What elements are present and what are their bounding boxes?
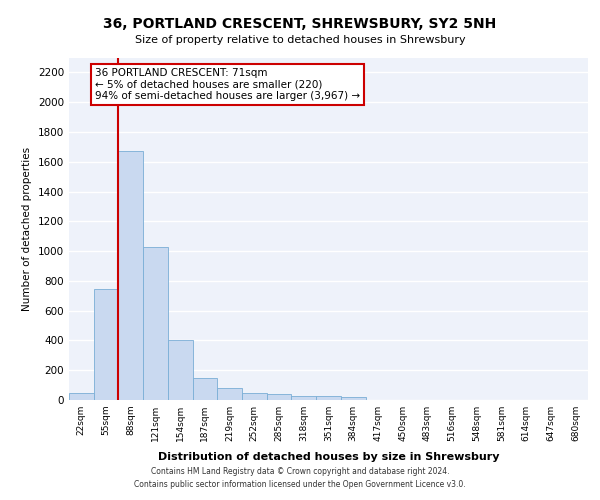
Y-axis label: Number of detached properties: Number of detached properties xyxy=(22,146,32,311)
Bar xyxy=(118,152,143,400)
Text: Contains HM Land Registry data © Crown copyright and database right 2024.
Contai: Contains HM Land Registry data © Crown c… xyxy=(134,468,466,489)
Text: 36 PORTLAND CRESCENT: 71sqm
← 5% of detached houses are smaller (220)
94% of sem: 36 PORTLAND CRESCENT: 71sqm ← 5% of deta… xyxy=(95,68,360,101)
Bar xyxy=(217,388,242,400)
Bar xyxy=(242,394,267,400)
Bar xyxy=(316,396,341,400)
Bar xyxy=(94,289,118,400)
Bar xyxy=(143,246,168,400)
Text: Size of property relative to detached houses in Shrewsbury: Size of property relative to detached ho… xyxy=(134,35,466,45)
Bar xyxy=(267,394,292,400)
X-axis label: Distribution of detached houses by size in Shrewsbury: Distribution of detached houses by size … xyxy=(158,452,499,462)
Bar xyxy=(292,396,316,400)
Bar xyxy=(193,378,217,400)
Text: 36, PORTLAND CRESCENT, SHREWSBURY, SY2 5NH: 36, PORTLAND CRESCENT, SHREWSBURY, SY2 5… xyxy=(103,18,497,32)
Bar xyxy=(69,392,94,400)
Bar xyxy=(341,398,365,400)
Bar xyxy=(168,340,193,400)
